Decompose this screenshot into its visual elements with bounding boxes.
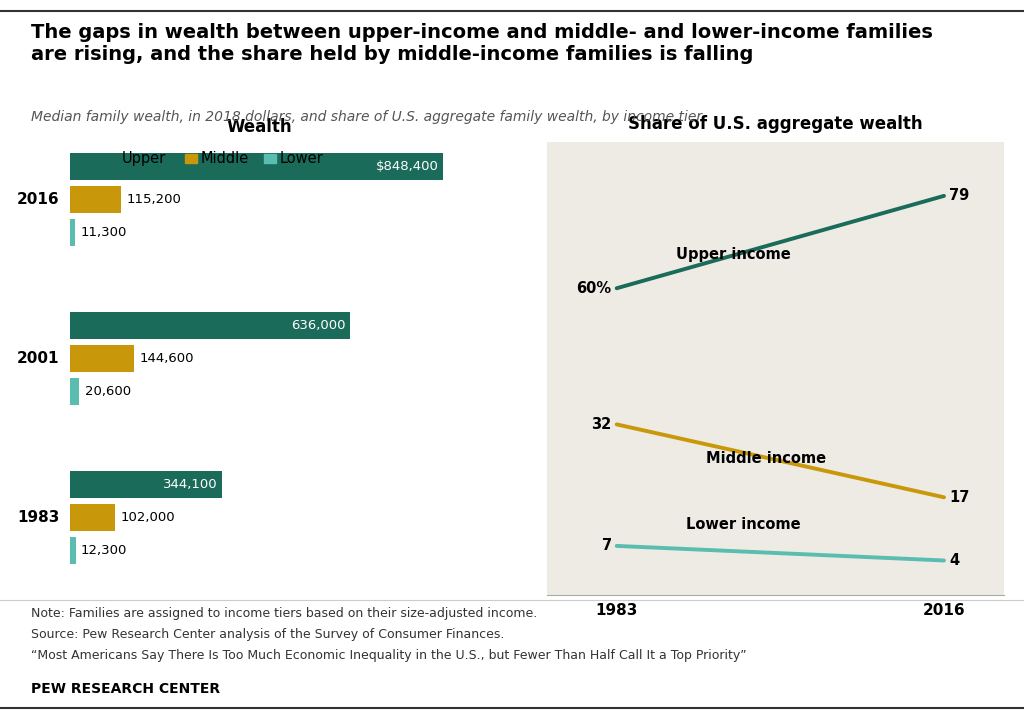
Text: 7: 7 bbox=[601, 538, 611, 553]
Text: 636,000: 636,000 bbox=[291, 319, 345, 333]
Text: 115,200: 115,200 bbox=[126, 194, 181, 206]
Text: 20,600: 20,600 bbox=[85, 385, 131, 398]
Bar bbox=[263, 154, 276, 162]
Text: Middle income: Middle income bbox=[706, 451, 826, 466]
Text: Source: Pew Research Center analysis of the Survey of Consumer Finances.: Source: Pew Research Center analysis of … bbox=[31, 628, 504, 641]
Text: 60%: 60% bbox=[577, 281, 611, 295]
Text: Upper income: Upper income bbox=[676, 247, 791, 262]
Text: 144,600: 144,600 bbox=[139, 352, 194, 365]
Bar bbox=[71, 219, 75, 246]
Text: Upper: Upper bbox=[121, 151, 166, 166]
Bar bbox=[71, 378, 79, 405]
Text: The gaps in wealth between upper-income and middle- and lower-income families
ar: The gaps in wealth between upper-income … bbox=[31, 23, 933, 64]
Text: $848,400: $848,400 bbox=[376, 160, 439, 173]
Text: 1983: 1983 bbox=[17, 510, 59, 525]
Text: 79: 79 bbox=[949, 189, 969, 204]
Bar bbox=[71, 537, 76, 564]
Text: Wealth: Wealth bbox=[226, 117, 292, 135]
Text: 17: 17 bbox=[949, 490, 970, 505]
Text: 2016: 2016 bbox=[16, 192, 59, 207]
Text: Middle: Middle bbox=[201, 151, 249, 166]
Text: Median family wealth, in 2018 dollars, and share of U.S. aggregate family wealth: Median family wealth, in 2018 dollars, a… bbox=[31, 110, 701, 125]
Bar bbox=[184, 154, 197, 162]
Title: Share of U.S. aggregate wealth: Share of U.S. aggregate wealth bbox=[628, 115, 923, 132]
Text: PEW RESEARCH CENTER: PEW RESEARCH CENTER bbox=[31, 682, 220, 696]
Bar bbox=[71, 471, 221, 498]
Bar bbox=[71, 504, 115, 531]
Bar bbox=[71, 153, 443, 180]
Bar bbox=[71, 345, 134, 372]
Text: 11,300: 11,300 bbox=[81, 226, 127, 239]
Text: Lower income: Lower income bbox=[686, 516, 801, 532]
Text: 32: 32 bbox=[592, 417, 611, 432]
Text: 344,100: 344,100 bbox=[163, 478, 217, 491]
Text: 2001: 2001 bbox=[16, 351, 59, 366]
Text: 12,300: 12,300 bbox=[81, 544, 127, 557]
Text: 102,000: 102,000 bbox=[121, 511, 175, 524]
Bar bbox=[71, 313, 350, 339]
Bar bbox=[71, 187, 121, 214]
Text: Lower: Lower bbox=[280, 151, 324, 166]
Text: “Most Americans Say There Is Too Much Economic Inequality in the U.S., but Fewer: “Most Americans Say There Is Too Much Ec… bbox=[31, 649, 746, 661]
Text: Note: Families are assigned to income tiers based on their size-adjusted income.: Note: Families are assigned to income ti… bbox=[31, 607, 537, 620]
Text: 4: 4 bbox=[949, 553, 959, 568]
Bar bbox=[105, 154, 118, 162]
